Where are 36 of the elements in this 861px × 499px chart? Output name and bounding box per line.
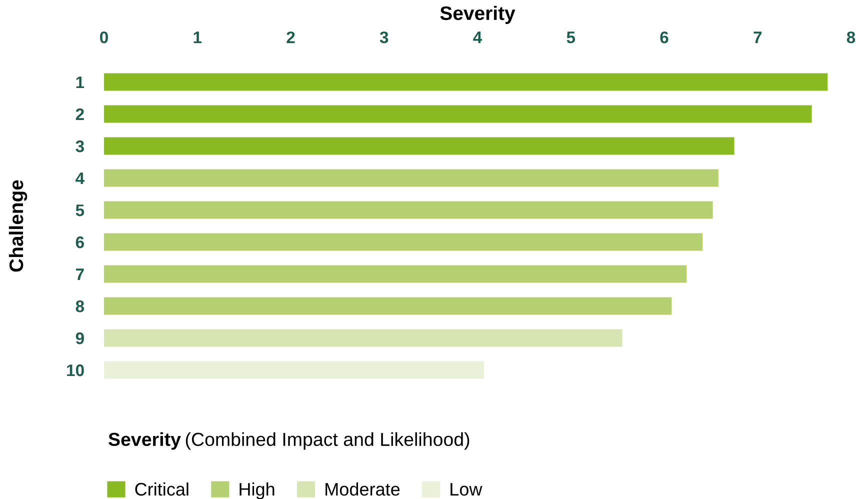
bar — [104, 265, 687, 283]
y-tick-label: 3 — [76, 140, 84, 152]
y-tick-label: 2 — [76, 108, 84, 120]
y-tick-label: 5 — [76, 204, 84, 216]
y-tick-label: 10 — [67, 364, 84, 376]
bar — [104, 105, 812, 123]
bar — [104, 233, 703, 251]
y-tick-label: 4 — [76, 172, 84, 184]
y-axis-title: Challenge — [8, 180, 28, 272]
legend-label: Critical — [135, 482, 188, 496]
bar — [104, 329, 622, 347]
x-tick-label: 3 — [380, 31, 388, 44]
legend-label: Low — [450, 483, 482, 496]
x-tick-label: 7 — [754, 32, 762, 44]
y-tick-label: 1 — [76, 76, 84, 88]
bar — [104, 297, 672, 315]
x-tick-label: 8 — [846, 31, 856, 44]
bar — [104, 201, 713, 219]
x-tick-label: 6 — [660, 31, 668, 44]
legend-label: High — [240, 482, 274, 499]
bar — [104, 169, 718, 187]
legend-label: Moderate — [326, 482, 400, 496]
x-tick-label: 1 — [194, 32, 202, 44]
bar — [104, 137, 734, 155]
y-tick-label: 8 — [76, 300, 84, 312]
x-tick-label: 0 — [100, 31, 108, 44]
legend-title: Severity (Combined Impact and Likelihood) — [108, 432, 470, 450]
bar — [104, 73, 828, 91]
y-tick-label: 7 — [76, 268, 84, 280]
bar — [104, 361, 484, 379]
x-tick-label: 2 — [286, 31, 295, 44]
x-tick-label: 4 — [473, 32, 482, 44]
y-tick-label: 6 — [76, 236, 84, 248]
x-axis-title: Severity — [440, 6, 516, 24]
x-tick-label: 5 — [566, 32, 576, 44]
y-tick-label: 9 — [76, 332, 84, 344]
